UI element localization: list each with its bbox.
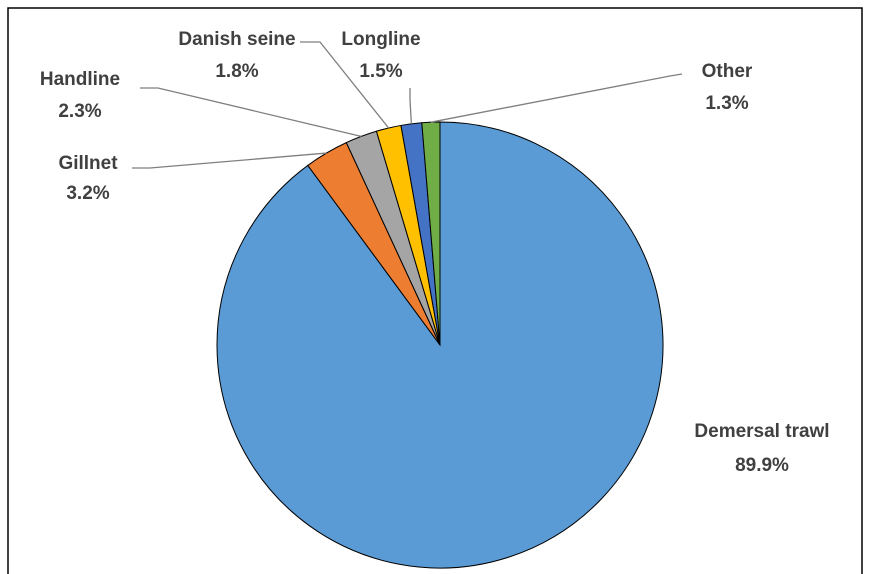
slice-value-label: 1.3% [705,93,748,114]
pie-slice [421,121,441,346]
slice-value-label: 1.8% [215,61,258,82]
slice-value-label: 89.9% [735,455,789,476]
slice-label: Handline [40,69,120,90]
slice-value-label: 1.5% [359,61,402,82]
slice-value-label: 3.2% [66,183,109,204]
leader-line [409,88,413,124]
slice-value-label: 2.3% [58,101,101,122]
slice-label: Demersal trawl [694,421,829,442]
slice-label: Danish seine [178,29,295,50]
leader-line [300,41,390,129]
slice-label: Gillnet [58,153,118,174]
leader-line [132,152,327,169]
slice-label: Longline [341,29,420,50]
slice-label: Other [702,61,753,82]
leader-line [430,73,683,123]
leader-line [140,87,362,138]
